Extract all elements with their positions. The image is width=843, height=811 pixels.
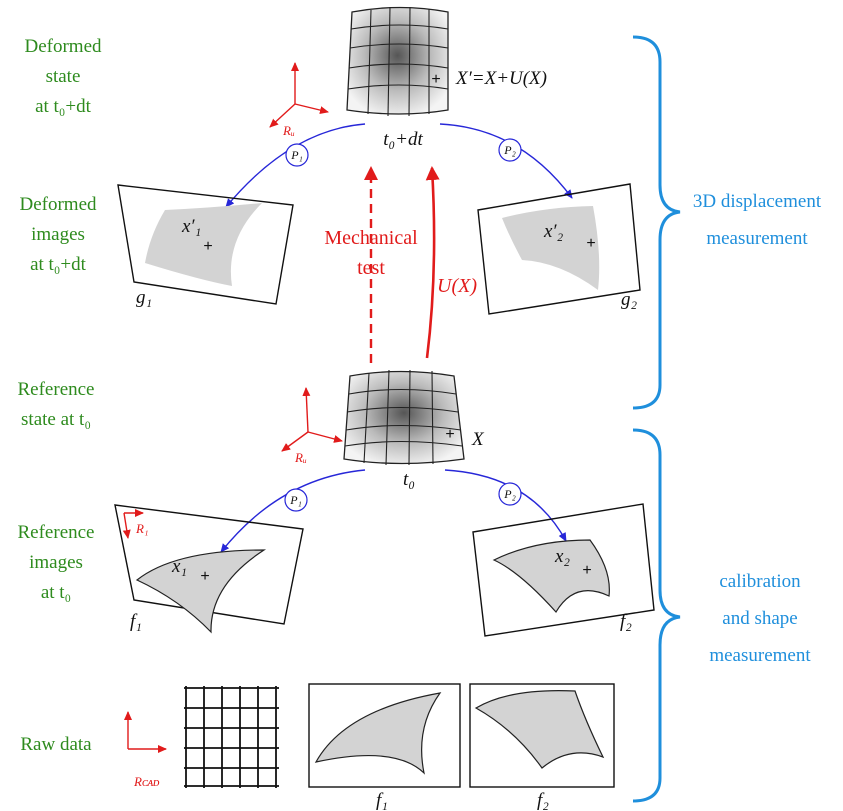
f2-label: f₂ — [620, 611, 632, 632]
label-raw-data: Raw data — [20, 734, 92, 755]
frame-r1 — [122, 509, 144, 539]
brace-calibration — [632, 428, 681, 803]
image-f2-frame — [472, 503, 655, 637]
frame-rw-top — [269, 62, 329, 128]
svg-text:Deformed: Deformed — [24, 36, 102, 57]
image-g2-patch — [502, 206, 600, 290]
brace-displacement — [632, 35, 681, 410]
projection-arc-right-bottom — [444, 469, 567, 542]
image-g2-frame — [477, 183, 641, 315]
p1-badge-bottom: P₁ — [284, 488, 308, 512]
svg-text:test: test — [357, 257, 385, 279]
label-deformed-images: Deformed images at t₀+dt — [19, 194, 97, 275]
label-reference-state: Reference state at t₀ — [18, 379, 95, 430]
frame-rw-bottom-label: Rᵤ — [294, 450, 307, 465]
raw-f2-label: f₂ — [537, 790, 549, 811]
image-f1-patch — [135, 549, 267, 634]
reference-surface — [343, 369, 465, 466]
image-f1-frame — [114, 504, 304, 625]
frame-rcad — [124, 711, 167, 753]
image-f2-patch — [492, 539, 610, 614]
u-of-x-label: U(X) — [437, 275, 477, 297]
svg-text:and shape: and shape — [722, 608, 797, 629]
label-deformed-state: Deformed state at t₀+dt — [24, 36, 102, 117]
raw-image-f2-patch — [474, 690, 605, 769]
displacement-arrow — [425, 166, 440, 359]
x1-marker: + — [200, 568, 209, 585]
svg-text:images: images — [29, 552, 83, 573]
x1-prime-marker: + — [203, 238, 212, 255]
x1-label: x₁ — [171, 556, 187, 577]
x2-prime-label: x′₂ — [543, 221, 564, 242]
svg-text:P₁: P₁ — [290, 148, 303, 162]
frame-rw-bottom — [281, 387, 343, 452]
svg-text:at t₀+dt: at t₀+dt — [30, 254, 87, 275]
reference-point-label: X — [471, 429, 485, 450]
p1-badge-top: P₁ — [285, 143, 309, 167]
frame-r1-label: R₁ — [135, 521, 148, 536]
svg-text:P₂: P₂ — [503, 487, 516, 501]
svg-text:state: state — [46, 66, 81, 87]
svg-text:calibration: calibration — [719, 571, 801, 592]
x2-label: x₂ — [554, 546, 570, 567]
deformed-point-marker: + — [431, 71, 440, 88]
svg-text:Reference: Reference — [18, 379, 95, 400]
svg-text:at t₀: at t₀ — [41, 582, 71, 603]
svg-text:at t₀+dt: at t₀+dt — [35, 96, 92, 117]
image-g1-patch — [145, 203, 262, 286]
svg-text:images: images — [31, 224, 85, 245]
raw-f1-label: f₁ — [376, 790, 388, 811]
label-3d-displacement: 3D displacement measurement — [693, 191, 822, 249]
label-reference-images: Reference images at t₀ — [18, 522, 95, 603]
image-g1-frame — [117, 184, 294, 305]
g2-label: g₂ — [621, 289, 638, 310]
svg-text:Deformed: Deformed — [19, 194, 97, 215]
raw-image-f1-patch — [314, 692, 442, 775]
raw-image-f2-frame — [469, 683, 615, 788]
svg-text:3D displacement: 3D displacement — [693, 191, 822, 212]
x2-marker: + — [582, 562, 591, 579]
x1-prime-label: x′₁ — [181, 216, 201, 237]
f1-label: f₁ — [130, 611, 142, 632]
p2-badge-top: P₂ — [498, 138, 522, 162]
g1-label: g₁ — [136, 287, 152, 308]
svg-text:P₂: P₂ — [503, 143, 516, 157]
p2-badge-bottom: P₂ — [498, 482, 522, 506]
deformed-surface — [346, 6, 449, 117]
frame-rcad-label: Rᴄᴀᴅ — [133, 774, 160, 789]
svg-text:state at t₀: state at t₀ — [21, 409, 91, 430]
svg-text:P₁: P₁ — [289, 493, 302, 507]
cad-grid — [184, 686, 279, 788]
frame-rw-top-label: Rᵤ — [282, 123, 295, 138]
deformed-point-label: X′=X+U(X) — [455, 68, 547, 89]
projection-arc-right-top — [439, 123, 573, 199]
svg-text:Reference: Reference — [18, 522, 95, 543]
time-reference-label: t₀ — [403, 469, 415, 490]
svg-text:measurement: measurement — [706, 228, 808, 249]
reference-point-marker: + — [445, 426, 454, 443]
x2-prime-marker: + — [586, 235, 595, 252]
mechanical-test-label: Mechanical test — [324, 227, 418, 279]
svg-text:Mechanical: Mechanical — [324, 227, 418, 249]
time-deformed-label: t₀+dt — [383, 129, 423, 150]
raw-image-f1-frame — [308, 683, 461, 788]
svg-text:measurement: measurement — [709, 645, 811, 666]
label-calibration: calibration and shape measurement — [709, 571, 811, 666]
